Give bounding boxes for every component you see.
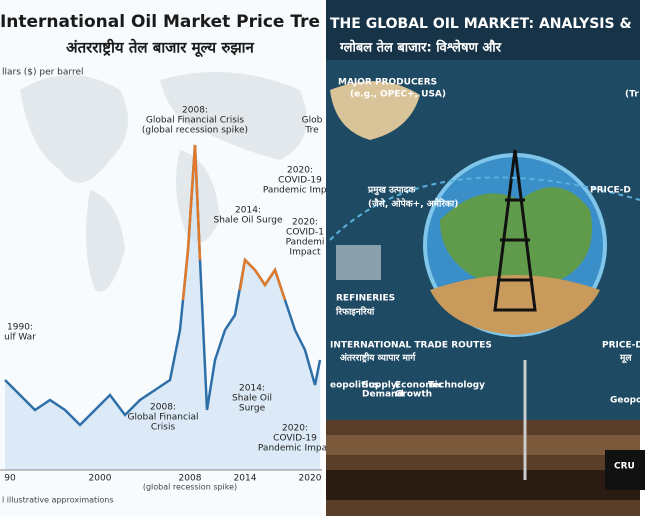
label: PRICE-D	[602, 341, 643, 351]
refinery-icon	[336, 245, 381, 280]
annotation: 1990:	[7, 323, 33, 333]
annotation: (global recession spike)	[142, 126, 248, 136]
annotation: Impact	[289, 248, 321, 258]
annotation: Tre	[304, 126, 319, 136]
annotation: Glob	[302, 116, 323, 126]
annotation: Shale Oil	[232, 394, 272, 404]
label: रिफाइनरियां	[335, 306, 375, 318]
spike-highlight	[181, 144, 202, 301]
annotation: COVID-19	[278, 176, 322, 186]
label: (e.g., OPEC+, USA)	[350, 90, 446, 100]
annotation: 2014:	[239, 384, 265, 394]
annotation: Global Financial Crisis	[146, 116, 245, 126]
factor-label: Supply/	[362, 381, 401, 391]
ground	[326, 420, 640, 516]
annotation: Global Financial	[128, 413, 199, 423]
crude-box	[605, 450, 645, 490]
label: मूल	[619, 354, 632, 364]
derrick	[493, 149, 537, 312]
label: INTERNATIONAL TRADE ROUTES	[330, 341, 492, 351]
annotation: 2020:	[287, 166, 313, 176]
annotation: ulf War	[4, 333, 36, 343]
label: अंतरराष्ट्रीय व्यापार मार्ग	[340, 352, 416, 364]
label: PRICE-D	[590, 186, 631, 196]
annotation: Pandemi	[286, 238, 325, 248]
annotation: Shale Oil Surge	[214, 216, 283, 226]
factor-label: Economic	[395, 381, 443, 391]
producers-land	[330, 81, 420, 140]
factor-label: Geopolit	[610, 396, 650, 406]
globe-desert	[430, 275, 600, 335]
x-label: 2014	[234, 474, 257, 484]
left-subtitle: अंतरराष्ट्रीय तेल बाजार मूल्य रुझान	[66, 39, 254, 58]
axis-label: llars ($) per barrel	[2, 68, 84, 78]
annotation: 2008:	[182, 106, 208, 116]
annotation: COVID-1	[286, 228, 324, 238]
annotation: COVID-19	[273, 434, 317, 444]
annotation: 2014:	[235, 206, 261, 216]
right-header	[326, 0, 640, 60]
x-label: 2008	[179, 474, 202, 484]
route-arrow	[329, 176, 641, 241]
annotation: Crisis	[151, 423, 176, 433]
price-area	[5, 145, 320, 470]
x-label: 90	[4, 474, 16, 484]
x-label: 2000	[89, 474, 112, 484]
x-label: 2020	[299, 474, 322, 484]
label: (जैसे, ओपेक+, अमेरिका)	[368, 198, 458, 210]
ground-layer	[326, 435, 640, 455]
oil-layer	[326, 470, 640, 500]
label: MAJOR PRODUCERS	[338, 78, 437, 88]
annotation: Surge	[239, 404, 266, 414]
label: (Tr	[625, 90, 639, 100]
bottom-note: (global recession spike)	[143, 483, 237, 492]
left-title: International Oil Market Price Tre	[0, 12, 320, 32]
footnote: l illustrative approximations	[2, 496, 114, 505]
label: प्रमुख उत्पादक	[367, 186, 416, 196]
factor-label: Technology	[428, 381, 485, 391]
annotation: Pandemic Impac	[263, 186, 337, 196]
world-map	[20, 72, 307, 292]
annotation: Pandemic Impac	[258, 444, 332, 454]
factor-label: eopolitics	[330, 381, 379, 391]
label: CRU	[614, 462, 635, 472]
surge-highlight	[238, 257, 287, 301]
right-subtitle: ग्लोबल तेल बाजार: विश्लेषण और	[339, 40, 502, 56]
right-title: THE GLOBAL OIL MARKET: ANALYSIS &	[330, 16, 632, 32]
annotation: 2020:	[292, 218, 318, 228]
annotation: 2020:	[282, 424, 308, 434]
annotation: 2008:	[150, 403, 176, 413]
label: REFINERIES	[336, 294, 395, 304]
factor-label: Growth	[395, 390, 432, 400]
factor-label: Demand	[362, 390, 404, 400]
